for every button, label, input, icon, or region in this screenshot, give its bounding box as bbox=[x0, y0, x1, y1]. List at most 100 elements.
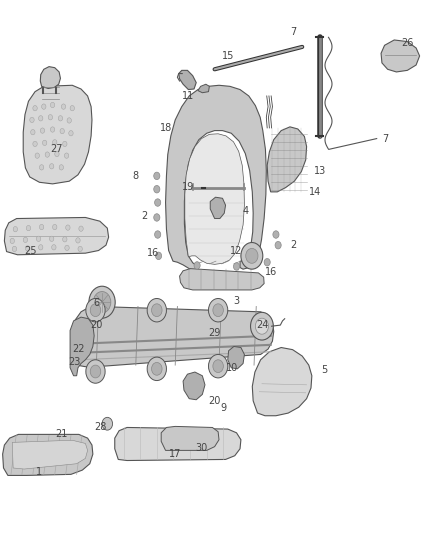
Circle shape bbox=[155, 199, 161, 206]
Text: 16: 16 bbox=[147, 248, 159, 258]
Circle shape bbox=[194, 262, 200, 269]
Text: 1: 1 bbox=[36, 467, 42, 477]
Circle shape bbox=[102, 417, 113, 430]
Polygon shape bbox=[179, 70, 196, 90]
Polygon shape bbox=[252, 348, 312, 416]
Polygon shape bbox=[3, 434, 93, 475]
Polygon shape bbox=[115, 427, 241, 461]
Polygon shape bbox=[210, 197, 226, 219]
Circle shape bbox=[273, 231, 279, 238]
Circle shape bbox=[13, 227, 18, 232]
Circle shape bbox=[255, 318, 268, 334]
Text: 6: 6 bbox=[93, 298, 99, 308]
Text: 27: 27 bbox=[51, 144, 63, 154]
Text: 21: 21 bbox=[55, 430, 67, 439]
Text: 9: 9 bbox=[220, 403, 226, 413]
Circle shape bbox=[241, 243, 263, 269]
Circle shape bbox=[42, 104, 46, 109]
Text: 24: 24 bbox=[257, 320, 269, 330]
Circle shape bbox=[48, 115, 53, 120]
Circle shape bbox=[49, 236, 54, 241]
Text: 2: 2 bbox=[290, 240, 297, 250]
Text: 22: 22 bbox=[73, 344, 85, 354]
Circle shape bbox=[246, 248, 258, 263]
Text: 5: 5 bbox=[321, 366, 327, 375]
Circle shape bbox=[39, 116, 43, 121]
Circle shape bbox=[53, 224, 57, 230]
Circle shape bbox=[89, 286, 115, 318]
Text: 7: 7 bbox=[382, 134, 389, 143]
Circle shape bbox=[31, 130, 35, 135]
Circle shape bbox=[154, 172, 160, 180]
Circle shape bbox=[65, 245, 69, 251]
Text: 11: 11 bbox=[182, 91, 194, 101]
Circle shape bbox=[64, 153, 69, 158]
Polygon shape bbox=[4, 217, 109, 255]
Polygon shape bbox=[23, 85, 92, 184]
Circle shape bbox=[63, 237, 67, 242]
Text: 14: 14 bbox=[309, 187, 321, 197]
Text: 7: 7 bbox=[290, 27, 297, 37]
Circle shape bbox=[50, 127, 55, 132]
Polygon shape bbox=[267, 127, 307, 192]
Polygon shape bbox=[228, 346, 244, 369]
Polygon shape bbox=[70, 317, 94, 376]
Text: 3: 3 bbox=[233, 296, 240, 306]
Circle shape bbox=[251, 312, 273, 340]
Text: 8: 8 bbox=[133, 171, 139, 181]
Text: 19: 19 bbox=[182, 182, 194, 191]
Circle shape bbox=[33, 141, 37, 147]
Circle shape bbox=[79, 226, 83, 231]
Circle shape bbox=[60, 128, 64, 134]
Circle shape bbox=[213, 360, 223, 373]
Circle shape bbox=[42, 140, 47, 146]
Circle shape bbox=[39, 245, 43, 250]
Circle shape bbox=[154, 185, 160, 193]
Circle shape bbox=[86, 298, 105, 322]
Text: 17: 17 bbox=[169, 449, 181, 459]
Polygon shape bbox=[183, 372, 205, 400]
Polygon shape bbox=[166, 85, 266, 271]
Circle shape bbox=[147, 357, 166, 381]
Circle shape bbox=[155, 252, 162, 260]
Polygon shape bbox=[381, 40, 420, 72]
Circle shape bbox=[208, 298, 228, 322]
Circle shape bbox=[35, 153, 39, 158]
Text: 25: 25 bbox=[25, 246, 37, 255]
Circle shape bbox=[52, 245, 56, 250]
Circle shape bbox=[30, 117, 34, 123]
Circle shape bbox=[50, 102, 55, 108]
Circle shape bbox=[39, 165, 44, 170]
Circle shape bbox=[67, 118, 71, 123]
Circle shape bbox=[10, 238, 14, 244]
Circle shape bbox=[66, 225, 70, 230]
Circle shape bbox=[208, 354, 228, 378]
Circle shape bbox=[275, 241, 281, 249]
Circle shape bbox=[23, 237, 28, 243]
Circle shape bbox=[61, 104, 66, 109]
Circle shape bbox=[55, 151, 59, 157]
Text: 18: 18 bbox=[160, 123, 173, 133]
Text: 28: 28 bbox=[95, 423, 107, 432]
Circle shape bbox=[58, 116, 63, 121]
Text: 4: 4 bbox=[242, 206, 248, 215]
Text: 26: 26 bbox=[401, 38, 413, 47]
Circle shape bbox=[49, 164, 54, 169]
Polygon shape bbox=[185, 134, 244, 264]
Text: 16: 16 bbox=[265, 267, 278, 277]
Polygon shape bbox=[198, 84, 209, 93]
Circle shape bbox=[154, 214, 160, 221]
Text: 30: 30 bbox=[195, 443, 208, 453]
Polygon shape bbox=[40, 67, 60, 88]
Circle shape bbox=[36, 236, 41, 241]
Circle shape bbox=[63, 141, 67, 147]
Text: 13: 13 bbox=[314, 166, 326, 175]
Text: 23: 23 bbox=[68, 358, 81, 367]
Circle shape bbox=[86, 360, 105, 383]
Circle shape bbox=[264, 259, 270, 266]
Circle shape bbox=[26, 225, 31, 231]
Circle shape bbox=[40, 128, 45, 133]
Polygon shape bbox=[12, 440, 88, 469]
Circle shape bbox=[45, 152, 49, 157]
Circle shape bbox=[90, 365, 101, 378]
